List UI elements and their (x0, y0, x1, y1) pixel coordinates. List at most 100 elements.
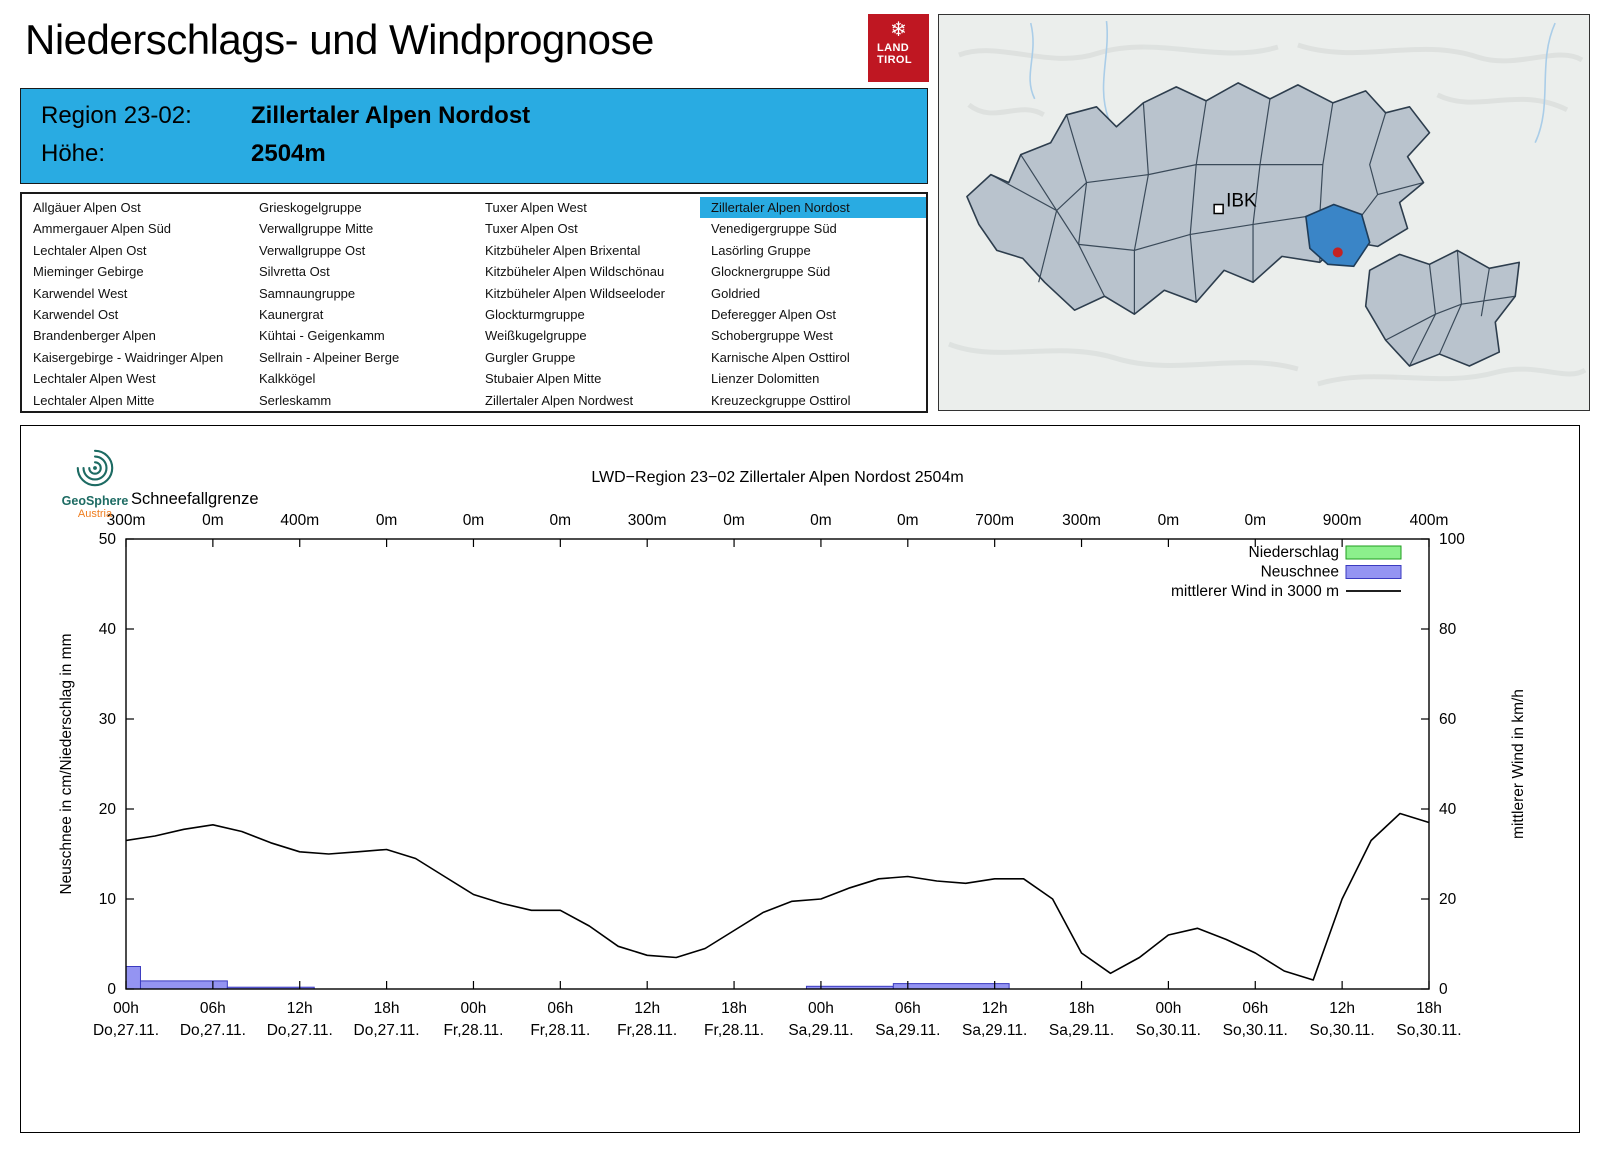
x-tick-date: Sa,29.11. (1049, 1022, 1114, 1039)
legend-swatch (1345, 565, 1402, 579)
x-tick-hour: 00h (461, 1000, 487, 1017)
neuschnee-bar (892, 983, 1010, 990)
tirol-map[interactable]: IBK (938, 14, 1590, 411)
wind-line (125, 812, 1430, 981)
geosphere-name: GeoSphere (61, 494, 129, 508)
x-tick-hour: 12h (634, 1000, 660, 1017)
region-list-item[interactable]: Lechtaler Alpen Ost (33, 242, 147, 258)
map-east-tirol (1364, 249, 1521, 367)
snowline-value: 700m (975, 512, 1014, 529)
map-east-borders (1385, 250, 1516, 367)
y-tick-label-right: 80 (1439, 621, 1457, 638)
snowline-value: 0m (202, 512, 224, 529)
region-list-item[interactable]: Kaunergrat (259, 306, 324, 322)
region-row: Region 23-02: Zillertaler Alpen Nordost (41, 102, 530, 130)
region-list-item[interactable]: Lechtaler Alpen Mitte (33, 392, 155, 408)
legend-swatch (1345, 545, 1402, 560)
region-list-item[interactable]: Kitzbüheler Alpen Brixental (485, 242, 641, 258)
snowline-value: 400m (1410, 512, 1449, 529)
region-list-item[interactable]: Tuxer Alpen Ost (485, 221, 578, 237)
y-tick-label-left: 40 (99, 621, 117, 638)
snowline-value: 0m (1158, 512, 1180, 529)
snowline-value: 0m (376, 512, 398, 529)
x-tick-date: Fr,28.11. (530, 1022, 590, 1039)
region-list-item[interactable]: Sellrain - Alpeiner Berge (259, 349, 400, 365)
y-tick-label-left: 0 (107, 981, 116, 998)
region-list-item[interactable]: Verwallgruppe Ost (259, 242, 366, 258)
region-list-item[interactable]: Zillertaler Alpen Nordwest (485, 392, 634, 408)
legend-label: mittlerer Wind in 3000 m (1171, 583, 1339, 600)
x-tick-date: Do,27.11. (180, 1022, 246, 1039)
plot-border (125, 538, 1430, 990)
region-list-item[interactable]: Verwallgruppe Mitte (259, 221, 374, 237)
geosphere-country: Austria (77, 508, 113, 520)
region-list-item[interactable]: Karnische Alpen Osttirol (711, 349, 850, 365)
region-list-item[interactable]: Goldried (711, 285, 761, 301)
x-tick-hour: 18h (1416, 1000, 1442, 1017)
region-list-item[interactable]: Tuxer Alpen West (485, 200, 587, 215)
region-list-item[interactable]: Allgäuer Alpen Ost (33, 200, 141, 215)
region-list-item[interactable]: Stubaier Alpen Mitte (485, 371, 602, 387)
region-value: Zillertaler Alpen Nordost (251, 102, 531, 129)
snowline-value: 0m (1244, 512, 1266, 529)
region-list-column-1: Allgäuer Alpen Ost Ammergauer Alpen Süd Le… (22, 197, 248, 411)
x-tick-hour: 12h (982, 1000, 1008, 1017)
snowline-value: 0m (810, 512, 832, 529)
region-list-item-selected[interactable]: Zillertaler Alpen Nordost (700, 197, 926, 219)
map-terrain-texture (948, 42, 1587, 387)
region-list-item[interactable]: Venedigergruppe Süd (711, 221, 837, 237)
region-list: Allgäuer Alpen Ost Ammergauer Alpen Süd Le… (20, 192, 928, 413)
x-tick-date: Do,27.11. (354, 1022, 420, 1039)
region-list-item[interactable]: Karwendel Ost (33, 306, 119, 322)
region-list-item[interactable]: Ammergauer Alpen Süd (33, 221, 172, 237)
logo-text-tirol: TIROL (877, 54, 912, 66)
x-tick-hour: 06h (895, 1000, 921, 1017)
neuschnee-bar (125, 966, 141, 990)
x-tick-hour: 12h (1329, 1000, 1355, 1017)
region-list-item[interactable]: Glockturmgruppe (485, 306, 585, 322)
x-tick-date: Sa,29.11. (788, 1022, 853, 1039)
region-list-item[interactable]: Mieminger Gebirge (33, 264, 144, 280)
map-highlight-region[interactable] (1305, 203, 1371, 268)
region-list-item[interactable]: Serleskamm (259, 392, 332, 408)
region-list-item[interactable]: Karwendel West (33, 285, 128, 301)
snowline-value: 900m (1323, 512, 1362, 529)
x-tick-hour: 12h (287, 1000, 313, 1017)
snowline-value: 0m (463, 512, 485, 529)
region-list-item[interactable]: Kühtai - Geigenkamm (259, 328, 385, 344)
y-tick-label-left: 50 (99, 531, 117, 548)
region-list-item[interactable]: Kreuzeckgruppe Osttirol (711, 392, 851, 408)
region-list-item[interactable]: Brandenberger Alpen (33, 328, 156, 344)
region-label: Region 23-02: (41, 102, 192, 129)
x-tick-date: Sa,29.11. (962, 1022, 1027, 1039)
region-list-item[interactable]: Kitzbüheler Alpen Wildschönau (485, 264, 665, 280)
legend-label: Neuschnee (1261, 564, 1339, 581)
snowline-value: 0m (550, 512, 572, 529)
x-tick-hour: 06h (200, 1000, 226, 1017)
region-list-item[interactable]: Samnaungruppe (259, 285, 356, 301)
map-north-tirol (966, 82, 1431, 315)
land-tirol-logo: ❄ LAND TIROL (868, 14, 929, 82)
map-location-dot (1332, 247, 1343, 258)
tirol-map-svg: IBK (939, 15, 1589, 410)
y-tick-label-right: 40 (1439, 801, 1457, 818)
region-list-item[interactable]: Kaisergebirge - Waidringer Alpen (33, 349, 224, 365)
region-list-item[interactable]: Silvretta Ost (259, 264, 330, 280)
region-list-item[interactable]: Lechtaler Alpen West (33, 371, 156, 387)
x-tick-date: So,30.11. (1136, 1022, 1201, 1039)
y-tick-label-left: 20 (99, 801, 117, 818)
region-list-item[interactable]: Gurgler Gruppe (485, 349, 576, 365)
x-tick-hour: 06h (1242, 1000, 1268, 1017)
region-list-item[interactable]: Kalkkögel (259, 371, 316, 387)
region-list-item[interactable]: Kitzbüheler Alpen Wildseeloder (485, 285, 665, 301)
snowflake-icon: ❄ (890, 19, 907, 41)
region-list-item[interactable]: Weißkugelgruppe (485, 328, 587, 344)
region-list-column-2: Grieskogelgruppe Verwallgruppe Mitte Verwa… (248, 197, 474, 411)
region-list-item[interactable]: Lienzer Dolomitten (711, 371, 820, 387)
region-list-item[interactable]: Lasörling Gruppe (711, 242, 811, 258)
region-list-item[interactable]: Deferegger Alpen Ost (711, 306, 837, 322)
region-list-item[interactable]: Schobergruppe West (711, 328, 833, 344)
region-list-item[interactable]: Grieskogelgruppe (259, 200, 362, 215)
region-list-item[interactable]: Glocknergruppe Süd (711, 264, 831, 280)
